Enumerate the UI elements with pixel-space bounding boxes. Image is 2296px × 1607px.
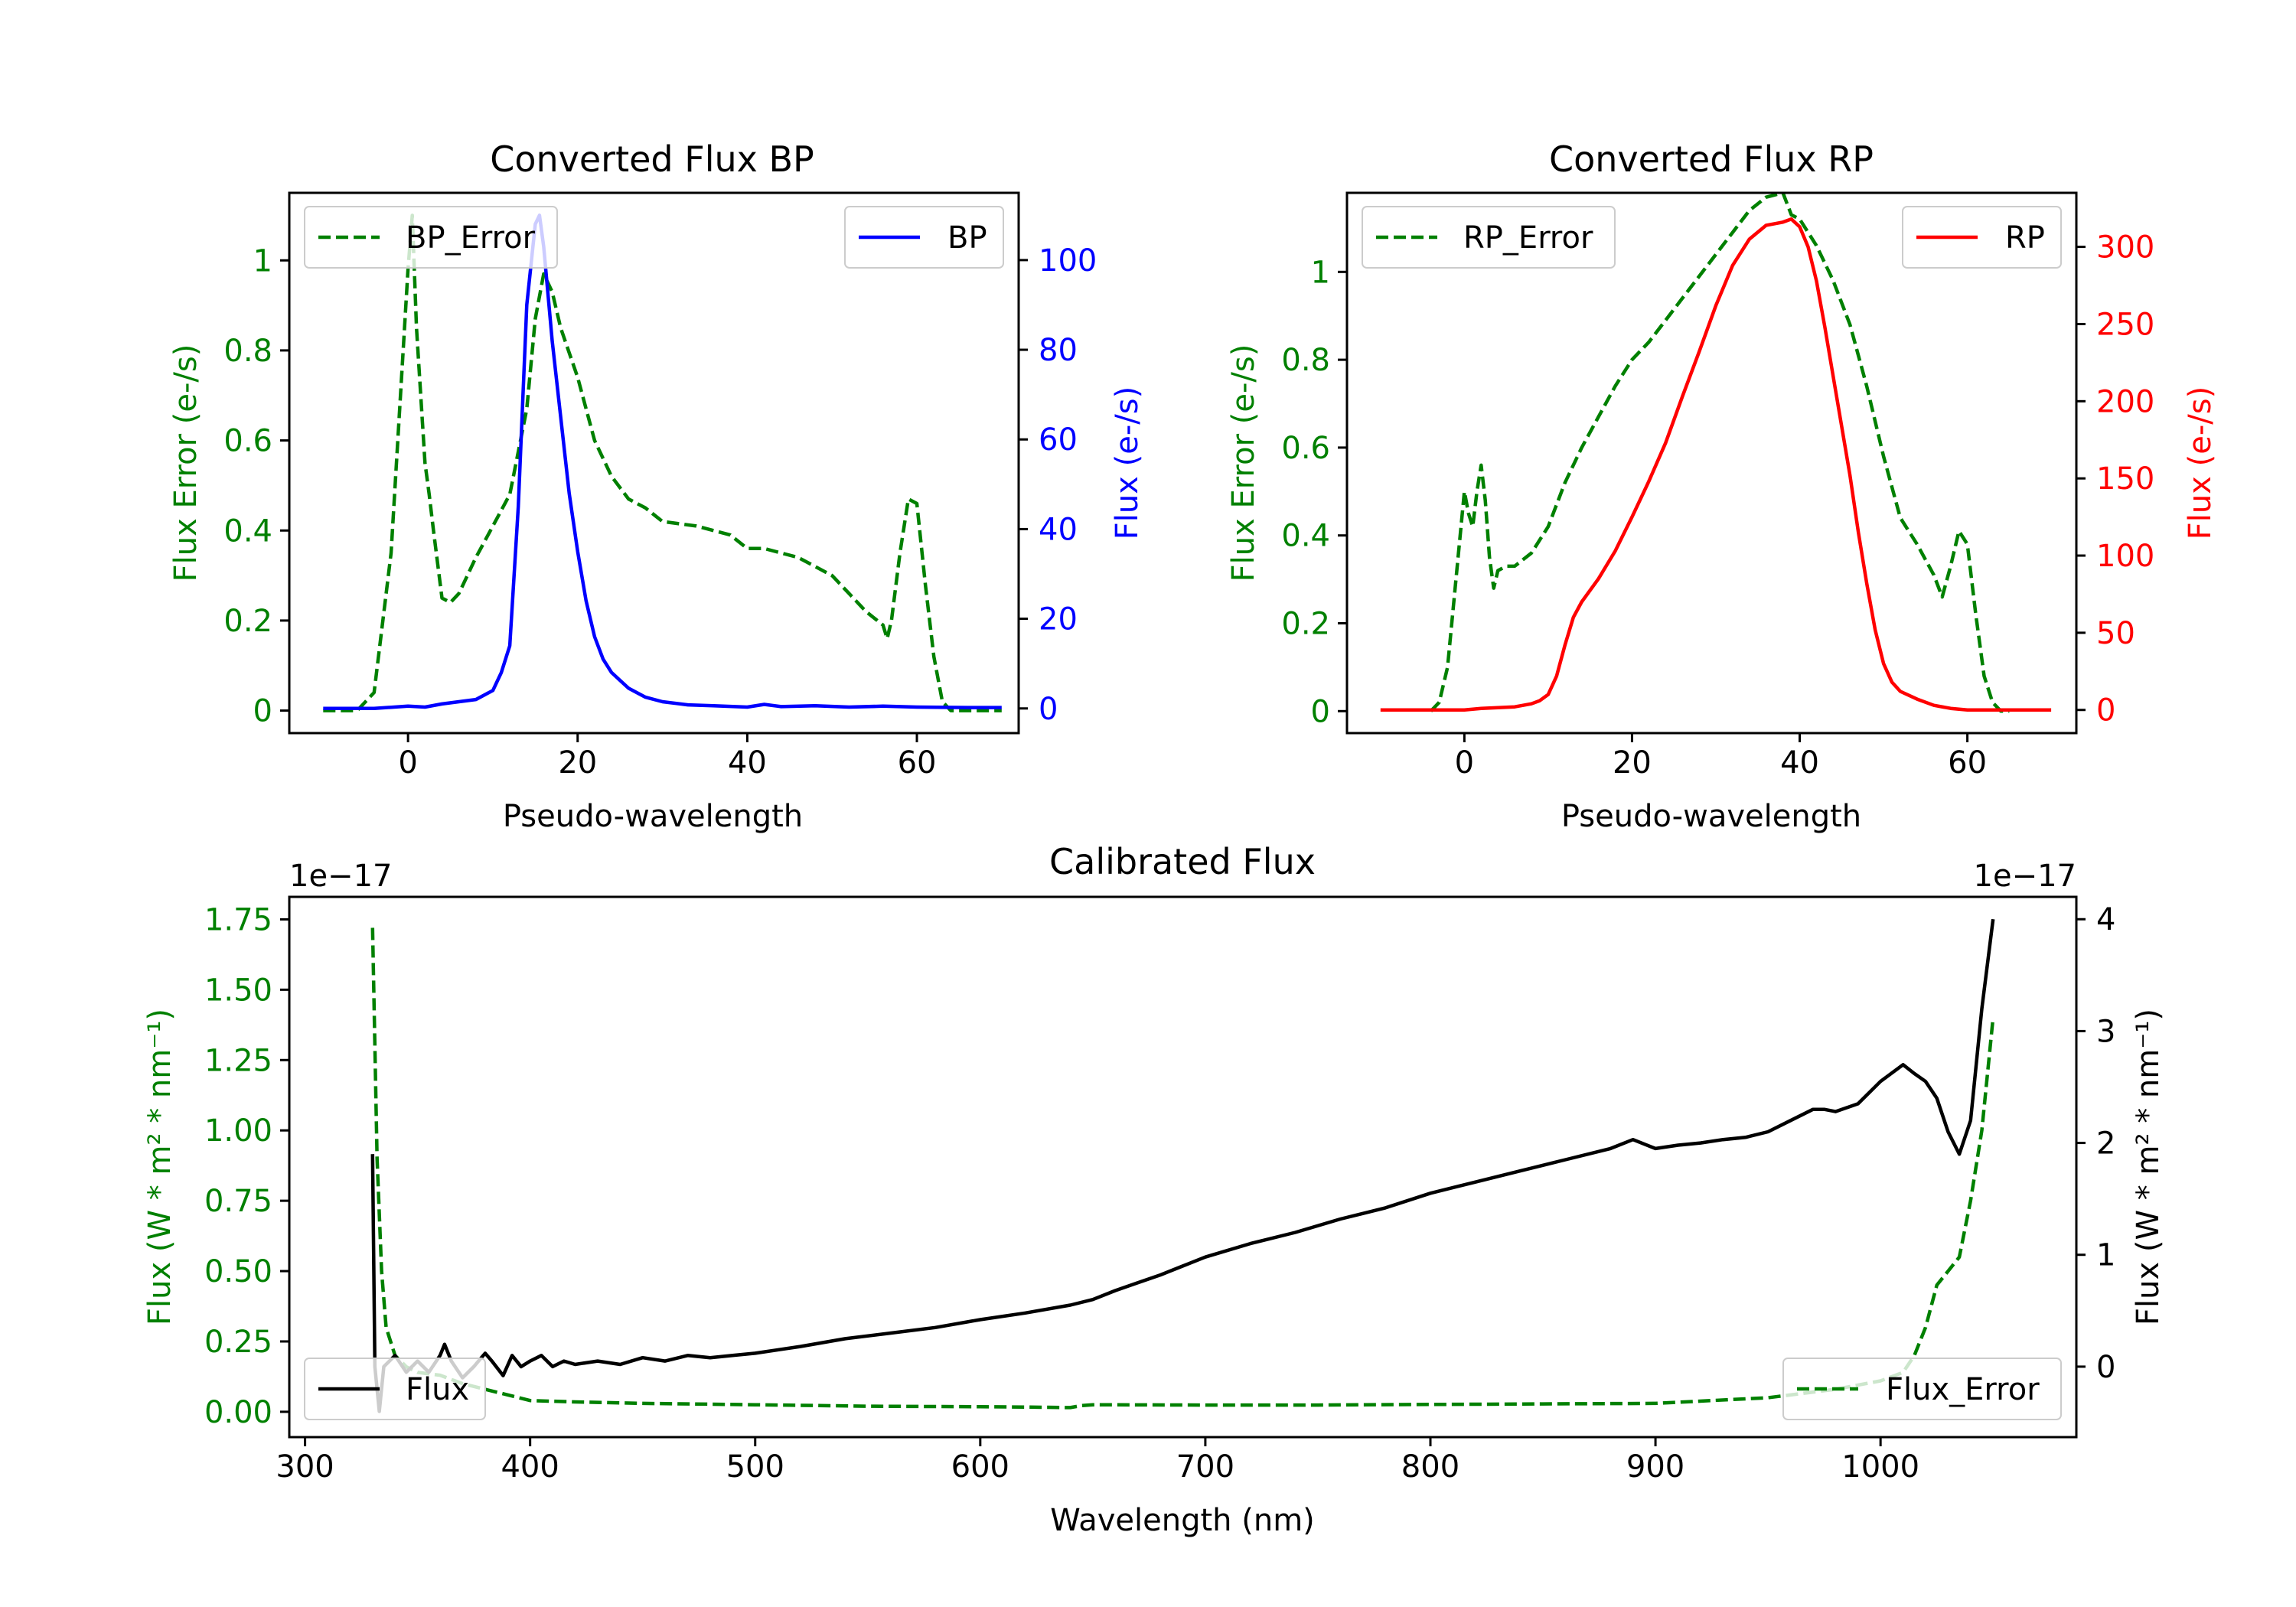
rp-ytick-left-label: 0.4	[1281, 519, 1330, 554]
bp-ytick-right-label: 100	[1039, 243, 1097, 279]
rp-legend-flux-label: RP	[2005, 220, 2045, 256]
rp-xtick-label: 0	[1455, 745, 1474, 781]
bp-ytick-right-label: 60	[1039, 422, 1078, 458]
rp-ytick-left-label: 0	[1311, 694, 1330, 729]
bp-xtick-label: 60	[898, 745, 937, 781]
bp-ytick-right-label: 40	[1039, 512, 1078, 547]
rp-xtick-label: 20	[1613, 745, 1652, 781]
cal-title: Calibrated Flux	[1049, 841, 1316, 882]
rp-panel: Converted Flux RP 0 20 40 6000.20.40.60.810…	[1226, 139, 2218, 834]
cal-xtick-label: 900	[1626, 1449, 1684, 1485]
rp-ylabel-right: Flux (e-/s)	[2183, 386, 2218, 539]
rp-ytick-right-label: 300	[2096, 230, 2154, 266]
cal-xtick-label: 800	[1401, 1449, 1459, 1485]
cal-ytick-left-label: 1.25	[204, 1043, 272, 1078]
bp-xtick-label: 0	[398, 745, 417, 781]
cal-ytick-left-label: 0.75	[204, 1184, 272, 1219]
cal-legend-error: Flux_Error	[1782, 1358, 2062, 1420]
cal-ytick-left-label: 1.00	[204, 1113, 272, 1149]
rp-series-rp-error-line	[1429, 193, 2010, 713]
cal-axes-frame	[288, 895, 2078, 1439]
cal-ytick-left-label: 1.75	[204, 902, 272, 937]
bp-ytick-right-label: 80	[1039, 333, 1078, 368]
rp-axes-frame	[1345, 191, 2078, 735]
cal-ylabel-left: Flux (W * m² * nm⁻¹)	[142, 1009, 178, 1325]
rp-ylabel-left: Flux Error (e-/s)	[1226, 344, 1261, 582]
bp-ylabel-left: Flux Error (e-/s)	[168, 344, 204, 582]
bp-xlabel: Pseudo-wavelength	[503, 799, 803, 834]
cal-xtick-label: 1000	[1841, 1449, 1919, 1485]
rp-ytick-left-label: 0.8	[1281, 343, 1330, 378]
cal-ytick-right-label: 0	[2096, 1350, 2115, 1385]
cal-ytick-left-label: 0.50	[204, 1254, 272, 1289]
bp-plot-area: 0 20 40 60 0 0.2 0.4 0.6 0.8 1 0 20 40 60 80 100	[223, 214, 1097, 781]
rp-ytick-right-label: 0	[2096, 693, 2115, 729]
rp-plot-area: 0 20 40 60 0 0.2 0.4 0.6 0.8 1 0 50 100 150 200 250 300	[1281, 193, 2154, 781]
cal-ytick-right-label: 3	[2096, 1014, 2115, 1049]
bp-ytick-left-label: 0.2	[223, 604, 272, 639]
rp-xtick-label: 40	[1780, 745, 1819, 781]
bp-series-bp-line	[323, 214, 1002, 711]
cal-plot-area: 300 400 500 600 700 800 900 1000 0.00 0.25 0.50 0.7…	[204, 902, 2116, 1485]
cal-ytick-left-label: 0.00	[204, 1395, 272, 1430]
cal-xtick-label: 600	[951, 1449, 1009, 1485]
cal-xtick-label: 400	[501, 1449, 559, 1485]
rp-ytick-right-label: 100	[2096, 539, 2154, 574]
rp-series-rp-line	[1380, 217, 2052, 712]
cal-offset-left: 1e−17	[289, 859, 392, 894]
bp-legend-flux: BP	[844, 206, 1004, 269]
bp-ytick-right-label: 20	[1039, 602, 1078, 637]
rp-xtick-label: 60	[1948, 745, 1987, 781]
bp-legend-error-label: BP_Error	[406, 220, 536, 256]
bp-ytick-left-label: 0.6	[223, 424, 272, 459]
bp-ytick-left-label: 0.4	[223, 513, 272, 549]
bp-xtick-label: 20	[558, 745, 597, 781]
cal-legend-error-label: Flux_Error	[1886, 1372, 2040, 1407]
cal-panel: Calibrated Flux 1e−17 1e−17 300 400 500 600…	[142, 841, 2166, 1538]
cal-legend-flux-label: Flux	[406, 1372, 469, 1407]
bp-ytick-left-label: 0.8	[223, 334, 272, 369]
rp-ytick-left-label: 0.2	[1281, 607, 1330, 642]
bp-axes-frame	[288, 191, 1020, 735]
cal-ylabel-right: Flux (W * m² * nm⁻¹)	[2131, 1009, 2166, 1325]
bp-title: Converted Flux BP	[490, 139, 814, 180]
bp-xtick-label: 40	[728, 745, 767, 781]
rp-ytick-left-label: 0.6	[1281, 431, 1330, 466]
cal-ytick-right-label: 4	[2096, 902, 2115, 937]
rp-ytick-right-label: 150	[2096, 461, 2154, 497]
cal-xlabel: Wavelength (nm)	[1050, 1503, 1315, 1538]
bp-ytick-left-label: 0	[253, 694, 272, 729]
cal-ytick-left-label: 1.50	[204, 973, 272, 1008]
bp-ylabel-right: Flux (e-/s)	[1110, 386, 1145, 539]
rp-legend-error-label: RP_Error	[1463, 220, 1593, 256]
cal-xtick-label: 500	[726, 1449, 784, 1485]
cal-ytick-right-label: 2	[2096, 1126, 2115, 1162]
rp-ytick-right-label: 250	[2096, 307, 2154, 342]
rp-ytick-right-label: 200	[2096, 384, 2154, 419]
bp-ytick-left-label: 1	[253, 243, 272, 279]
cal-ytick-right-label: 1	[2096, 1238, 2115, 1273]
bp-legend-flux-label: BP	[947, 220, 987, 256]
bp-ytick-right-label: 0	[1039, 692, 1058, 727]
rp-legend-error: RP_Error	[1362, 206, 1616, 269]
cal-xtick-label: 300	[276, 1449, 334, 1485]
cal-ytick-left-label: 0.25	[204, 1325, 272, 1360]
rp-xlabel: Pseudo-wavelength	[1561, 799, 1861, 834]
cal-xtick-label: 700	[1176, 1449, 1234, 1485]
cal-offset-right: 1e−17	[1974, 859, 2076, 894]
bp-panel: Converted Flux BP 0 20 40 6000.20.40.60.810…	[168, 139, 1145, 834]
rp-title: Converted Flux RP	[1549, 139, 1874, 180]
cal-legend-flux: Flux	[304, 1358, 486, 1420]
bp-legend-error: BP_Error	[304, 206, 558, 269]
rp-ytick-right-label: 50	[2096, 616, 2135, 651]
rp-legend-flux: RP	[1902, 206, 2062, 269]
rp-ytick-left-label: 1	[1311, 255, 1330, 290]
